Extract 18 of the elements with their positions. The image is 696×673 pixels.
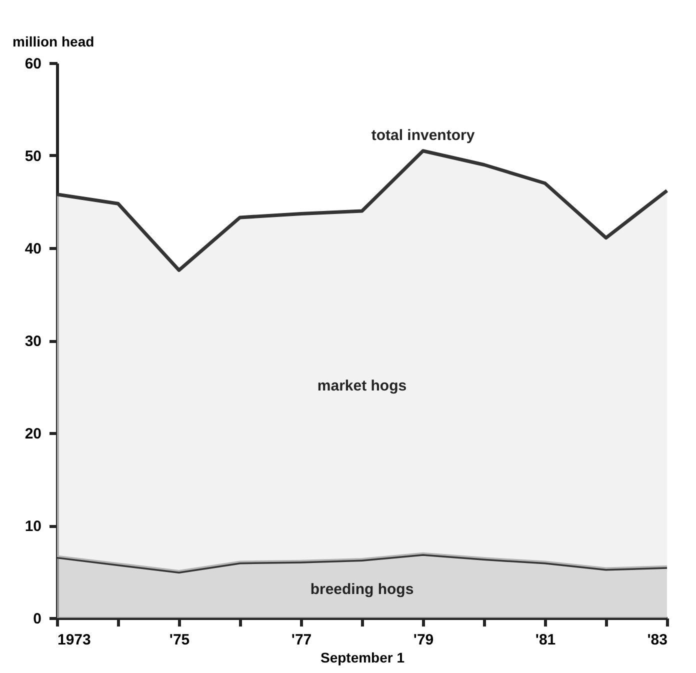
x-tick-label: '77 <box>291 632 312 648</box>
y-axis-title: million head <box>12 34 94 50</box>
y-tick-label: 20 <box>24 426 42 442</box>
annotation: total inventory <box>371 126 476 144</box>
y-tick-label: 10 <box>24 518 42 535</box>
x-tick-label: '79 <box>413 632 434 648</box>
x-tick-label: 1973 <box>58 632 91 648</box>
x-axis-title: September 1 <box>320 650 405 666</box>
x-tick-label: '81 <box>535 632 556 648</box>
y-tick-label: 0 <box>33 610 42 628</box>
series-label: market hogs <box>317 377 407 394</box>
y-tick-label: 50 <box>24 148 42 165</box>
y-tick-label: 60 <box>24 56 42 72</box>
x-tick-label: '75 <box>169 632 190 648</box>
series-label: breeding hogs <box>310 580 414 598</box>
y-tick-label: 30 <box>24 333 42 350</box>
x-tick-label: '83 <box>647 632 668 648</box>
y-tick-label: 40 <box>24 240 42 258</box>
